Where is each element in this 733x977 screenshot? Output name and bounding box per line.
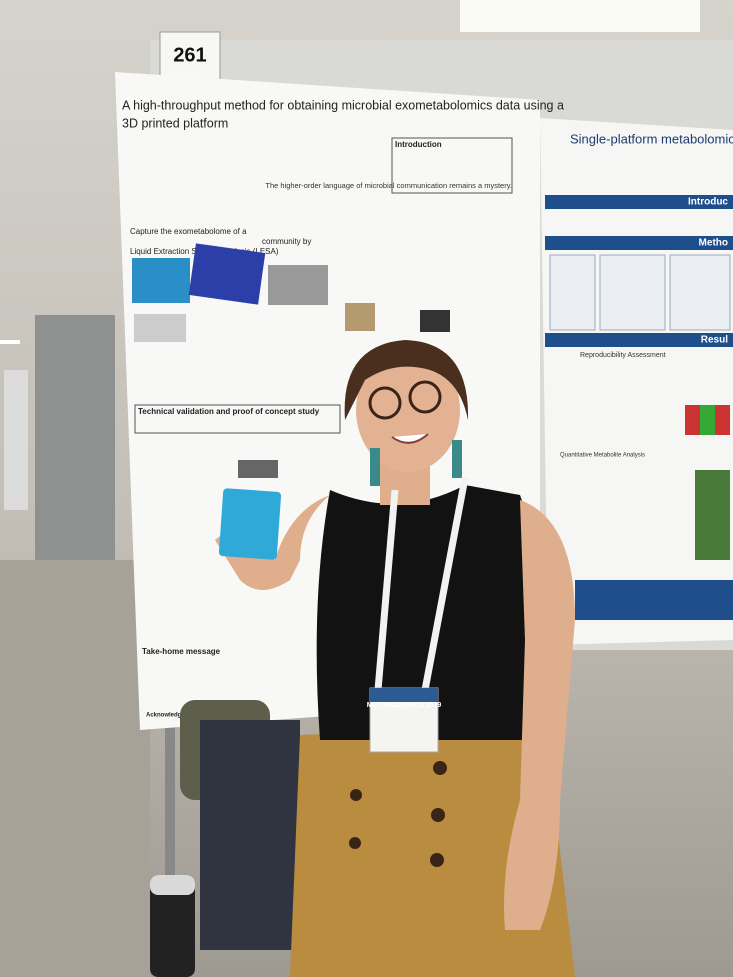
poster-title: A high-throughput method for obtaining m…: [122, 98, 564, 112]
subheading: Reproducibility Assessment: [580, 352, 666, 359]
button: [350, 789, 362, 801]
floor: [0, 560, 150, 977]
section-bar: [545, 236, 733, 250]
heatmap: [700, 405, 715, 435]
section-heading: Introduction: [395, 140, 442, 149]
right-poster-title: Single-platform metabolomic and prote: [570, 131, 733, 146]
section-bar: [545, 333, 733, 347]
button: [430, 853, 444, 867]
plate-photo: [132, 258, 190, 303]
pillar: [35, 315, 115, 560]
skirt: [290, 725, 575, 977]
subheading: Quantitative Metabolite Analysis: [560, 453, 645, 459]
distant-poster: [4, 370, 28, 510]
section-heading: Capture the exometabolome of a: [130, 227, 247, 236]
section-box: [134, 404, 341, 434]
conclusion-box: [575, 580, 733, 620]
photo-panel: [238, 460, 278, 478]
ceiling-light: [460, 0, 700, 32]
number-card: [159, 31, 221, 81]
button: [431, 808, 445, 822]
badge-header: [370, 688, 438, 702]
figure: [599, 254, 666, 331]
plate-photo: [188, 243, 266, 305]
button: [433, 761, 447, 775]
tagline: The higher-order language of microbial c…: [265, 181, 512, 190]
arm: [504, 500, 575, 930]
hair: [344, 340, 469, 420]
section-heading: Resul: [701, 335, 728, 346]
bottle: [150, 875, 195, 977]
figure: [669, 254, 731, 331]
figure: [549, 254, 596, 331]
poster-title: 3D printed platform: [122, 116, 228, 130]
bystander-legs: [200, 720, 300, 950]
button: [349, 837, 361, 849]
badge-event: METABOLOMICS 2019: [367, 702, 442, 709]
ceiling-light: [0, 340, 20, 344]
arm: [215, 495, 330, 590]
section-heading: Introduc: [688, 197, 728, 208]
board-leg: [165, 650, 175, 880]
section-heading: Metho: [699, 238, 728, 249]
smile: [391, 433, 429, 444]
face: [356, 348, 460, 472]
section-heading: Take-home message: [142, 647, 221, 656]
earring: [452, 440, 462, 478]
poster-number: 261: [173, 44, 206, 66]
photo-panel: [268, 265, 328, 305]
intro-box: [391, 137, 513, 194]
lanyard: [374, 477, 469, 691]
heatmap: [695, 470, 730, 560]
top: [316, 485, 536, 740]
section-bar: [545, 195, 733, 209]
bottle-cap: [150, 875, 195, 895]
instrument-photo: [420, 310, 450, 332]
section-heading: Acknowledgements: [146, 713, 203, 719]
glasses: [408, 380, 442, 414]
section-heading: Technical validation and proof of concep…: [138, 407, 320, 416]
photo-panel: [345, 303, 375, 331]
3d-printed-plate: [218, 488, 282, 560]
earring: [370, 448, 380, 486]
section-heading: community by: [262, 237, 311, 246]
photo-panel: [134, 314, 186, 342]
glasses: [368, 386, 402, 420]
